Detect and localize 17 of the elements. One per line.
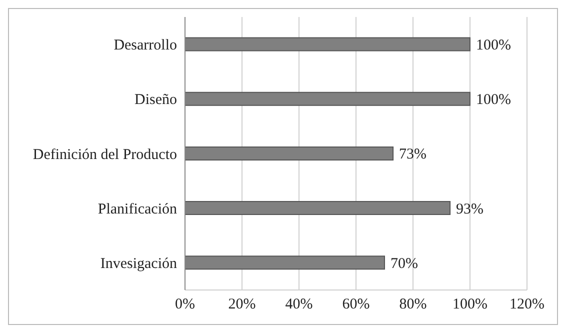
x-tick-label: 100% bbox=[452, 296, 488, 313]
x-tick-label: 0% bbox=[175, 296, 195, 313]
y-tick-label: Diseño bbox=[134, 92, 177, 108]
data-label: 73% bbox=[399, 146, 427, 163]
y-tick-label: Invesigación bbox=[100, 256, 178, 272]
x-tick-label: 60% bbox=[342, 296, 370, 313]
y-tick-label: Planificación bbox=[98, 201, 178, 218]
data-label: 100% bbox=[476, 38, 511, 54]
x-tick-label: 40% bbox=[285, 296, 313, 313]
data-label: 93% bbox=[456, 201, 484, 218]
x-tick-label: 120% bbox=[510, 296, 544, 313]
x-tick-label: 20% bbox=[228, 296, 256, 313]
x-tick-label: 80% bbox=[399, 296, 427, 313]
y-tick-label: Desarrollo bbox=[114, 38, 177, 54]
data-label: 100% bbox=[476, 92, 511, 108]
y-tick-label: Definición del Producto bbox=[32, 146, 177, 163]
data-label: 70% bbox=[390, 256, 418, 272]
